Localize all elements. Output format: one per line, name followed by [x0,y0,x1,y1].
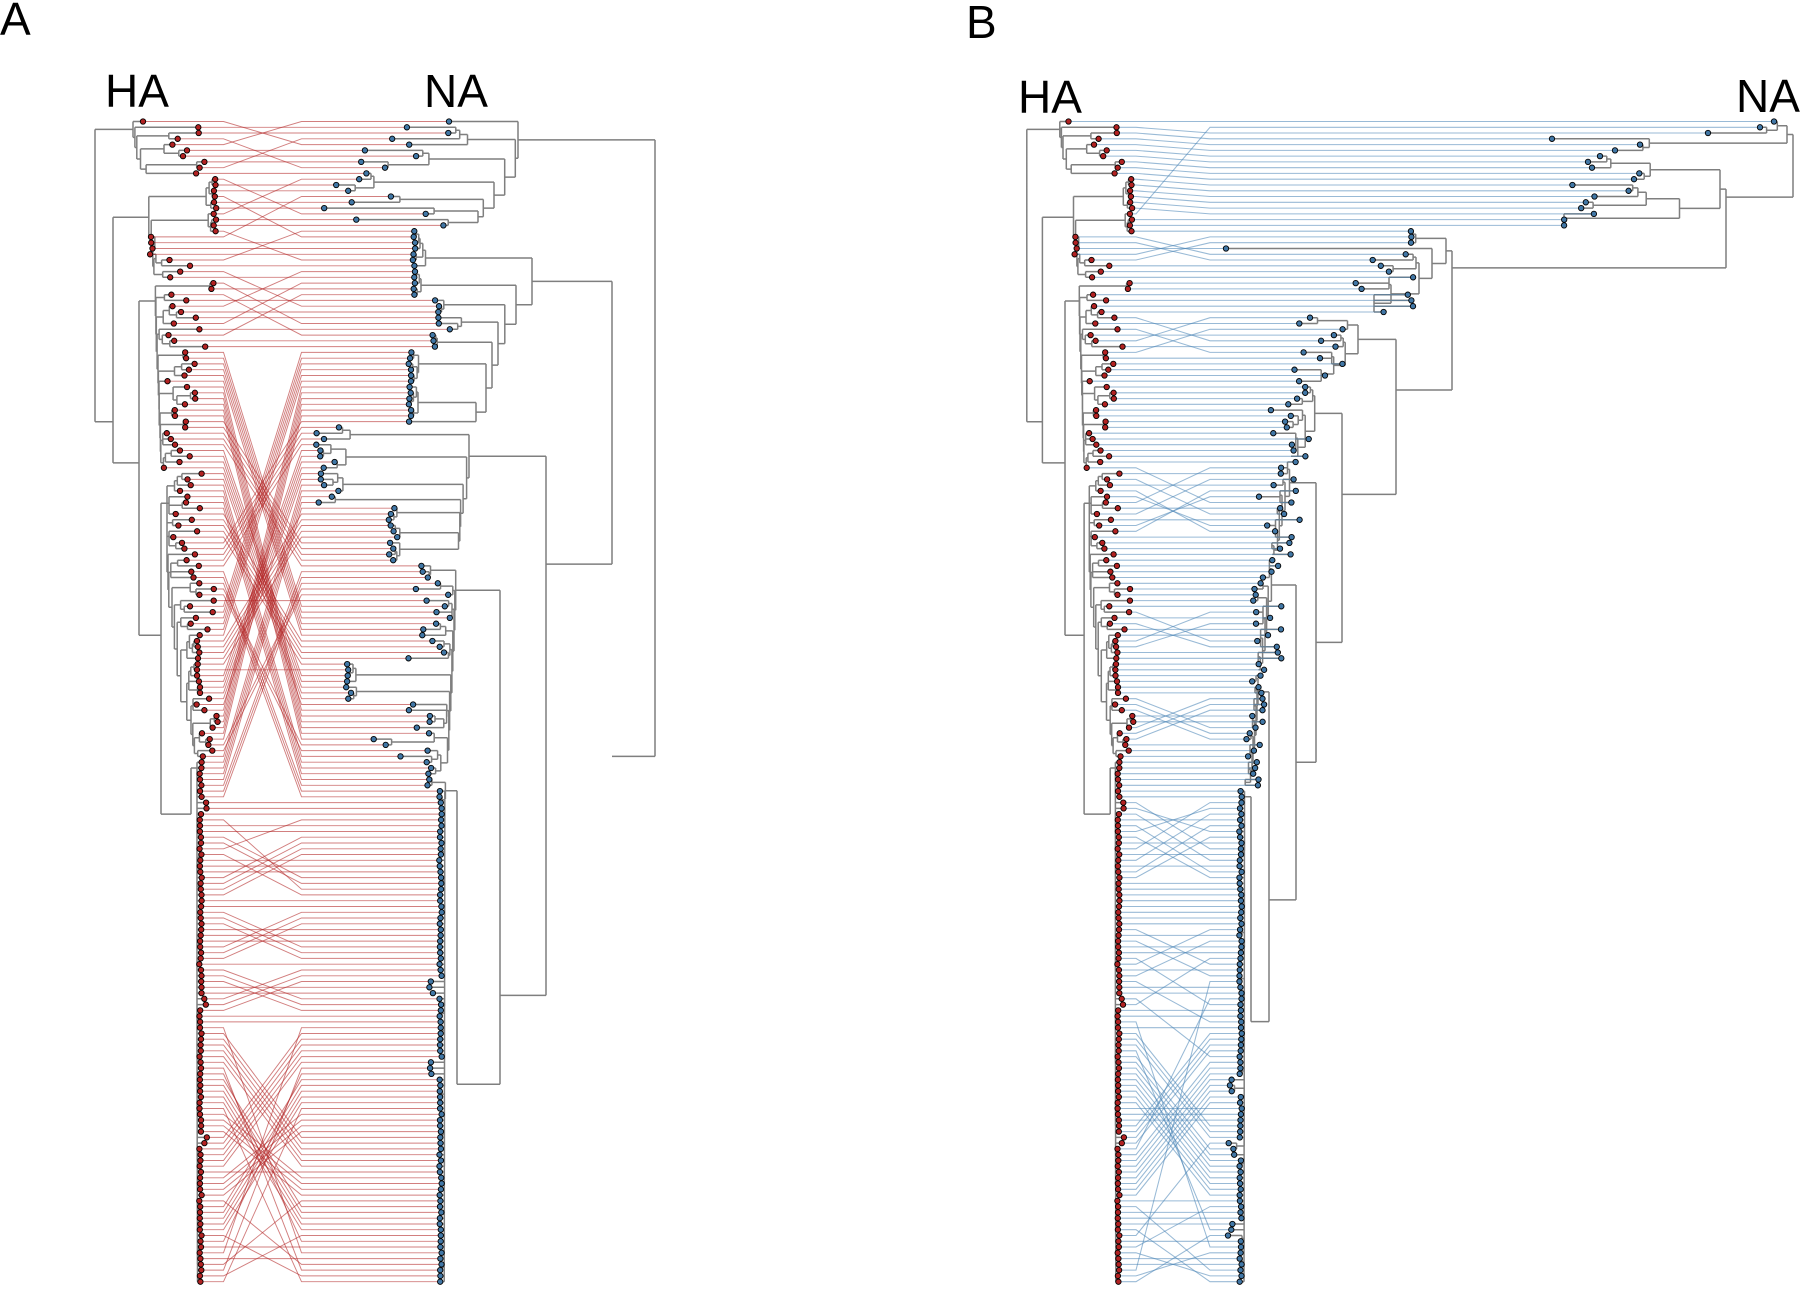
svg-text:HA: HA [1018,71,1082,123]
svg-text:A: A [0,0,31,45]
svg-text:HA: HA [105,65,169,117]
svg-text:NA: NA [424,65,488,117]
svg-text:B: B [966,0,997,48]
svg-text:NA: NA [1736,70,1800,122]
